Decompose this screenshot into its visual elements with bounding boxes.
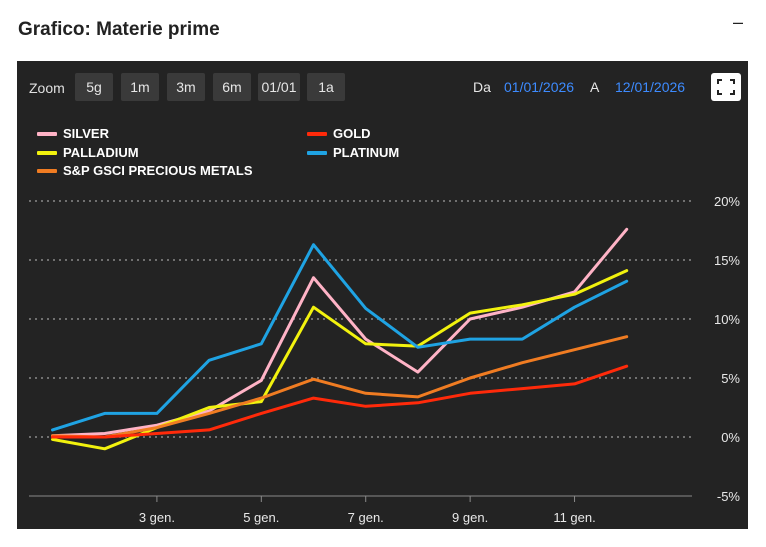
fullscreen-icon (717, 79, 735, 95)
zoom-5g-button[interactable]: 5g (75, 73, 113, 101)
y-tick-label: 0% (721, 430, 740, 445)
x-tick-label: 3 gen. (139, 510, 175, 525)
y-tick-label: 15% (714, 253, 740, 268)
y-tick-label: 10% (714, 312, 740, 327)
y-tick-label: 20% (714, 194, 740, 209)
legend-label-sp-gsci: S&P GSCI PRECIOUS METALS (63, 163, 253, 178)
series-line-silver (51, 227, 629, 438)
legend-swatch-palladium (37, 151, 57, 155)
fullscreen-button[interactable] (711, 73, 741, 101)
series-line-gold (51, 364, 629, 439)
zoom-1a-button[interactable]: 1a (307, 73, 345, 101)
x-tick-label: 7 gen. (348, 510, 384, 525)
x-tick-label: 11 gen. (553, 510, 595, 525)
series-line-palladium (51, 269, 629, 451)
zoom-ytd-button[interactable]: 01/01 (258, 73, 300, 101)
page-title: Grafico: Materie prime (18, 19, 220, 40)
legend-label-palladium: PALLADIUM (63, 145, 139, 160)
zoom-1m-button[interactable]: 1m (121, 73, 159, 101)
chart-toolbar: Zoom 5g 1m 3m 6m 01/01 1a Da 01/01/2026 … (17, 73, 748, 103)
range-from-date[interactable]: 01/01/2026 (504, 79, 575, 95)
legend-label-silver: SILVER (63, 126, 109, 141)
x-tick-label: 5 gen. (243, 510, 279, 525)
range-to-date[interactable]: 12/01/2026 (615, 79, 686, 95)
series-line-s-p-gsci-precious-metals (51, 335, 629, 439)
legend-label-platinum: PLATINUM (333, 145, 400, 160)
legend-swatch-gold (307, 132, 327, 136)
line-chart: 20% 15% 10% 5% 0% -5% 3 gen. 5 gen. 7 gen. 9 gen.… (29, 194, 741, 525)
range-to-label: A (590, 79, 600, 95)
y-tick-label: 5% (721, 371, 740, 386)
legend-swatch-platinum (307, 151, 327, 155)
chart-panel: Zoom 5g 1m 3m 6m 01/01 1a Da 01/01/2026 … (17, 61, 748, 529)
legend-swatch-sp-gsci (37, 169, 57, 173)
range-from-label: Da (473, 79, 491, 95)
zoom-3m-button[interactable]: 3m (167, 73, 205, 101)
series-line-platinum (51, 243, 629, 432)
legend-label-gold: GOLD (333, 126, 371, 141)
y-tick-label: -5% (717, 489, 741, 504)
x-tick-label: 9 gen. (452, 510, 488, 525)
minimize-button[interactable]: – (733, 12, 744, 32)
zoom-label: Zoom (29, 80, 65, 96)
legend-swatch-silver (37, 132, 57, 136)
zoom-6m-button[interactable]: 6m (213, 73, 251, 101)
